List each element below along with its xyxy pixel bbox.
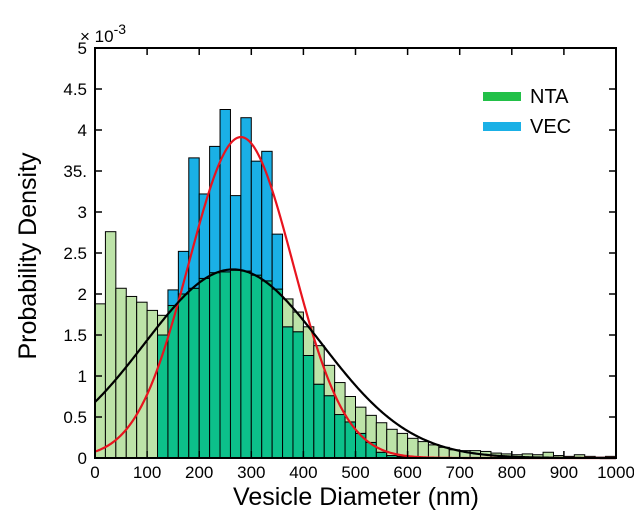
bar-overlap <box>177 293 190 459</box>
bar-vec <box>229 195 242 271</box>
bar-overlap <box>219 271 231 459</box>
y-tick-label: 4.5 <box>63 80 87 99</box>
bar-nta <box>417 441 429 459</box>
y-tick-label: 2 <box>78 285 87 304</box>
bar-overlap <box>261 280 273 459</box>
bar-vec <box>271 233 284 290</box>
bar-overlap <box>292 331 304 459</box>
y-tick-label: 1.5 <box>63 326 87 345</box>
bar-nta <box>407 437 419 459</box>
bar-overlap <box>250 274 263 459</box>
bar-overlap <box>271 288 284 459</box>
x-tick-label: 200 <box>185 463 213 482</box>
bar-vec <box>261 150 273 282</box>
x-tick-label: 500 <box>341 463 369 482</box>
y-exponent-label: × 10-3 <box>80 21 126 46</box>
x-tick-label: 700 <box>446 463 474 482</box>
bar-overlap <box>240 270 252 459</box>
bar-vec <box>250 160 263 276</box>
legend: NTA VEC <box>483 86 571 138</box>
y-tick-label: 5 <box>78 39 87 58</box>
y-tick-label: 1 <box>78 367 87 386</box>
x-tick-label: 100 <box>133 463 161 482</box>
bar-nta <box>355 406 367 434</box>
histogram-bars <box>94 109 617 459</box>
y-tick-label: 0 <box>78 449 87 468</box>
y-tick-label: 3 <box>78 203 87 222</box>
y-exponent-power: -3 <box>114 21 127 37</box>
bar-overlap <box>323 395 336 459</box>
x-tick-label: 1000 <box>597 463 634 482</box>
bar-overlap <box>313 383 325 459</box>
bar-overlap <box>198 277 211 459</box>
bar-nta <box>94 303 106 459</box>
bar-overlap <box>282 326 294 459</box>
x-tick-label: 800 <box>498 463 526 482</box>
bar-overlap <box>209 272 221 459</box>
legend-swatch-nta <box>483 92 521 101</box>
bar-nta <box>136 301 148 459</box>
legend-swatch-vec <box>483 122 521 131</box>
x-tick-label: 900 <box>550 463 578 482</box>
x-tick-label: 300 <box>237 463 265 482</box>
y-tick-label: 35. <box>63 162 87 181</box>
bar-nta <box>365 414 377 443</box>
y-tick-label: 2.5 <box>63 244 87 263</box>
bar-nta <box>396 432 409 457</box>
bar-vec <box>188 157 200 289</box>
bar-nta <box>125 295 138 459</box>
y-tick-label: 0.5 <box>63 408 87 427</box>
bar-overlap <box>355 432 367 459</box>
legend-label-vec: VEC <box>530 116 571 138</box>
bar-nta <box>427 444 440 459</box>
x-axis-title: Vesicle Diameter (nm) <box>233 483 479 511</box>
bar-overlap <box>167 304 179 459</box>
bar-overlap <box>334 414 346 459</box>
y-axis-title: Probability Density <box>14 152 42 360</box>
axis-ticks <box>94 47 617 459</box>
x-tick-label: 0 <box>90 463 99 482</box>
bar-overlap <box>188 287 200 459</box>
axis-tick-labels: 0 100 200 300 400 500 600 700 800 900 1000 0 0.5 1 1.5… <box>63 39 634 482</box>
x-tick-label: 600 <box>393 463 421 482</box>
legend-label-nta: NTA <box>530 86 569 108</box>
x-tick-label: 400 <box>289 463 317 482</box>
bar-vec <box>219 109 231 273</box>
y-tick-label: 4 <box>78 121 87 140</box>
bar-overlap <box>302 355 315 459</box>
bar-nta <box>104 231 117 459</box>
bar-overlap <box>229 269 242 459</box>
